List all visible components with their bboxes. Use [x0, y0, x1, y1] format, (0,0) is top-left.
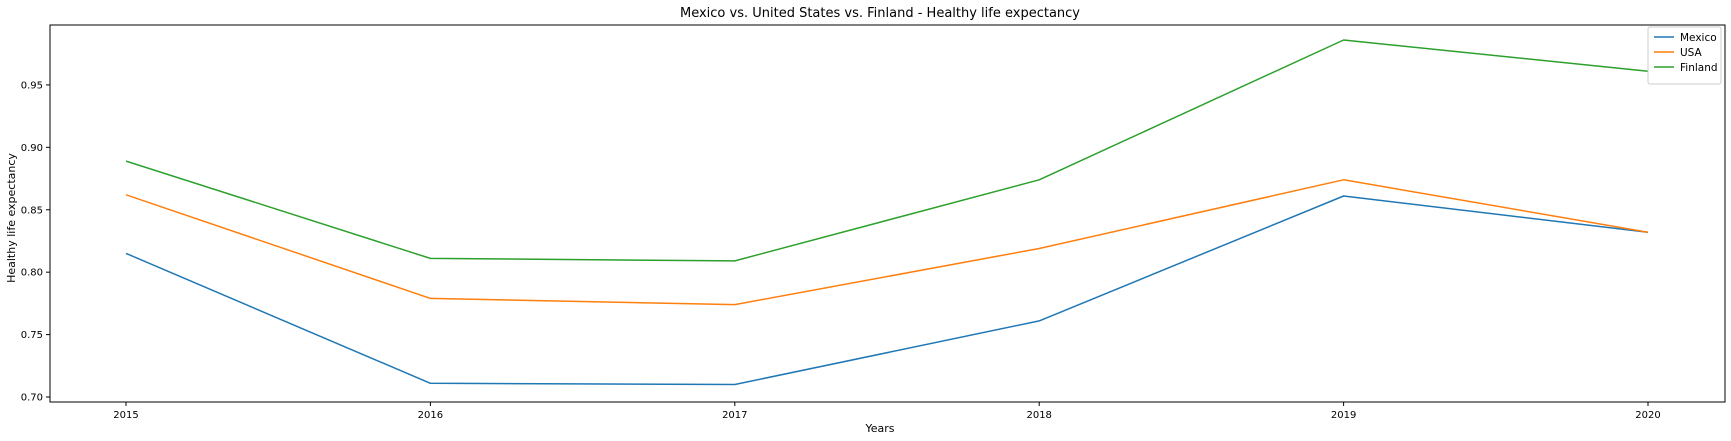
y-tick-label: 0.80 [21, 268, 43, 279]
x-tick-label: 2017 [722, 410, 747, 421]
x-axis: 2015 2016 2017 2018 2019 2020 [113, 402, 1661, 421]
series-line-usa [125, 179, 1649, 306]
series-line-finland [125, 39, 1649, 262]
series-group [125, 39, 1649, 386]
x-axis-label: Years [864, 422, 894, 435]
x-tick-label: 2019 [1331, 410, 1356, 421]
legend-frame [1647, 26, 1722, 85]
x-tick-label: 2016 [418, 410, 443, 421]
y-tick-label: 0.75 [21, 330, 43, 341]
legend-label: USA [1680, 47, 1703, 59]
legend: Mexico USA Finland [1647, 26, 1722, 85]
x-tick-label: 2018 [1026, 410, 1051, 421]
y-tick-label: 0.85 [21, 205, 43, 216]
x-tick-label: 2015 [113, 410, 138, 421]
y-axis-label: Healthy life expectancy [5, 153, 18, 283]
y-axis: 0.70 0.75 0.80 0.85 0.90 0.95 [21, 80, 50, 404]
series-line-mexico [125, 195, 1649, 386]
legend-label: Mexico [1680, 32, 1717, 44]
x-tick-label: 2020 [1635, 410, 1660, 421]
plot-frame [49, 24, 1726, 403]
y-tick-label: 0.95 [21, 80, 43, 91]
chart-title: Mexico vs. United States vs. Finland - H… [680, 6, 1080, 21]
legend-label: Finland [1680, 62, 1718, 74]
y-tick-label: 0.90 [21, 143, 43, 154]
y-tick-label: 0.70 [21, 393, 43, 404]
plot-area [49, 24, 1726, 403]
